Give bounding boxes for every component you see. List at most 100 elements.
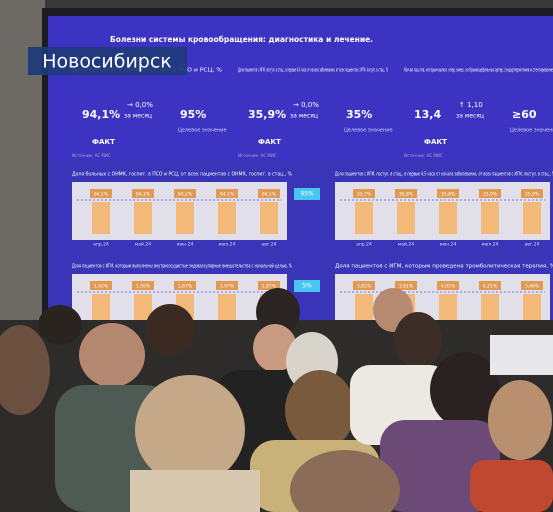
source: Источник: АС МИС	[238, 153, 277, 158]
caption-box	[28, 47, 187, 75]
month-label: июл.24	[482, 242, 499, 248]
bar-label: 1,97%	[220, 284, 235, 290]
bar-label-bg	[258, 281, 280, 290]
head	[394, 312, 442, 368]
bar-label-bg	[437, 281, 459, 290]
bar	[439, 202, 457, 234]
bar-label-bg	[174, 281, 196, 290]
bar	[523, 202, 541, 234]
chart-title: Доля пациентов с ИГМ, которым выполнены …	[72, 263, 292, 270]
chart-title: Доля пациентов с ИГМ, которым проведена …	[335, 264, 553, 270]
bar-label: 1,50%	[136, 284, 151, 290]
kpi-fact: ФАКТ	[258, 138, 281, 146]
body	[470, 460, 553, 512]
bar	[176, 202, 194, 234]
source: Источник: АС МИС	[404, 153, 443, 158]
month-label: май.24	[135, 241, 151, 248]
bar	[355, 294, 373, 326]
bar-label-bg	[132, 189, 154, 198]
kpi-delta: → 0,0%	[127, 101, 153, 109]
head	[430, 352, 500, 428]
head	[253, 324, 297, 372]
kpi-value: 13,4	[414, 108, 441, 121]
bar-label-bg	[521, 281, 543, 290]
bar-label: 3,81%	[399, 284, 414, 290]
month-label: апр.24	[356, 242, 372, 248]
bar	[397, 202, 415, 234]
month-label: авг.24	[262, 242, 277, 248]
bar	[134, 294, 152, 326]
bar-label: 1,42%	[94, 284, 109, 290]
kpi-period: за месяц	[124, 113, 152, 120]
head	[79, 323, 145, 387]
bar-label: 35,9%	[483, 192, 498, 198]
kpi-value: 35,9%	[248, 108, 286, 121]
kpi-delta: → 0,0%	[293, 101, 319, 109]
bar	[523, 294, 541, 326]
bar	[134, 202, 152, 234]
bar-label-bg	[437, 189, 459, 198]
bar-label: 94,1%	[262, 192, 277, 198]
bar-label: 3,81%	[357, 284, 372, 290]
kpi-target: ≥60	[512, 108, 537, 121]
bar-label: 94,1%	[178, 192, 193, 198]
kpi-period: за месяц	[456, 113, 484, 120]
bar-label: 94,1%	[94, 192, 109, 198]
bar-label-bg	[216, 281, 238, 290]
month-label: июл.24	[219, 242, 236, 248]
bar	[481, 202, 499, 234]
month-label: авг.24	[525, 242, 540, 248]
laptop	[490, 335, 553, 375]
kpi-target: 95%	[180, 108, 206, 121]
bar-label-bg	[216, 189, 238, 198]
kpi-heading: Кол-во пац-тов, которым выпол. опер. вме…	[404, 68, 553, 74]
bar-label: 4,01%	[441, 284, 456, 290]
bar	[355, 202, 373, 234]
kpi-target-label: Целевое значение	[178, 128, 227, 134]
caption: Новосибирск	[42, 51, 172, 73]
kpi-heading: Доля пациентов с ИГМ, поступ. в стац., в…	[238, 68, 388, 74]
bar-label-bg	[90, 189, 112, 198]
bar	[92, 202, 110, 234]
head	[290, 450, 400, 512]
bar-label-bg	[479, 189, 501, 198]
bar	[92, 294, 110, 326]
head	[145, 304, 195, 356]
bar-label-bg	[353, 189, 375, 198]
slide-title: Болезни системы кровообращения: диагност…	[110, 35, 373, 44]
bar-label: 35,7%	[357, 192, 372, 198]
bar-label: 1,67%	[178, 284, 193, 290]
head	[256, 288, 300, 336]
bar	[260, 202, 278, 234]
head	[285, 370, 355, 450]
kpi-target-label: Целевое значение	[510, 128, 553, 134]
bar-label: 35,8%	[399, 192, 414, 198]
month-label: апр.24	[93, 242, 109, 248]
bar-label-bg	[132, 281, 154, 290]
body	[130, 470, 260, 512]
bar-label: 94,1%	[136, 192, 151, 198]
head	[0, 325, 50, 415]
bar	[481, 294, 499, 326]
bar-label: 35,9%	[525, 192, 540, 198]
bar-label: 1,97%	[262, 284, 277, 290]
chart-title: Доля больных с ОНМК, госпит. в ПСО и РСЦ…	[72, 172, 292, 178]
kpi-delta: ↑ 1,10	[459, 101, 483, 109]
bar-label-bg	[258, 189, 280, 198]
bar	[439, 294, 457, 326]
head	[488, 380, 552, 460]
bar-label-bg	[395, 281, 417, 290]
month-label: июн.24	[440, 242, 457, 248]
bar-label: 4,21%	[483, 284, 498, 290]
bar-label: 3,46%	[525, 284, 540, 290]
kpi-target-label: Целевое значение	[344, 128, 393, 134]
bar-label-bg	[90, 281, 112, 290]
bar-label: 35,8%	[441, 192, 456, 198]
kpi-fact: ФАКТ	[424, 138, 447, 146]
head	[38, 305, 82, 345]
bar-label-bg	[479, 281, 501, 290]
kpi-fact: ФАКТ	[92, 138, 115, 146]
kpi-value: 94,1%	[82, 108, 120, 121]
kpi-target: 35%	[346, 108, 372, 121]
